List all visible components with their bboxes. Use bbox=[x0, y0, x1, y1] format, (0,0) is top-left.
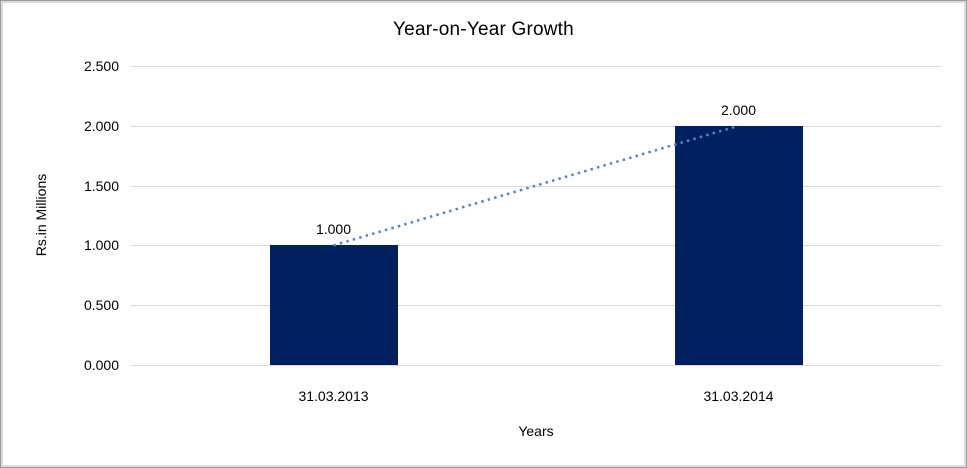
gridline bbox=[131, 66, 941, 67]
x-tick-label: 31.03.2014 bbox=[703, 388, 774, 404]
y-tick-label: 0.500 bbox=[83, 297, 119, 314]
trendline bbox=[333, 124, 739, 247]
gridline bbox=[131, 305, 941, 307]
plot-area: 1.000 2.000 bbox=[131, 66, 941, 366]
y-tick-label: 0.000 bbox=[83, 357, 119, 373]
bar-2 bbox=[674, 125, 803, 365]
x-axis-title: Years bbox=[518, 423, 554, 439]
y-tick-label: 2.500 bbox=[83, 58, 119, 74]
bar-value-label: 1.000 bbox=[315, 221, 352, 238]
y-tick-label: 1.500 bbox=[83, 177, 119, 194]
gridline bbox=[131, 365, 941, 366]
y-tick-label: 2.000 bbox=[83, 117, 119, 134]
chart-title: Year-on-Year Growth bbox=[393, 19, 574, 40]
gridline bbox=[131, 125, 941, 127]
bar-1 bbox=[269, 245, 398, 365]
y-tick-label: 1.000 bbox=[83, 237, 119, 254]
bar-value-label: 2.000 bbox=[720, 101, 757, 118]
x-tick-label: 31.03.2013 bbox=[298, 388, 369, 404]
gridline bbox=[131, 185, 941, 187]
gridline bbox=[131, 245, 941, 247]
